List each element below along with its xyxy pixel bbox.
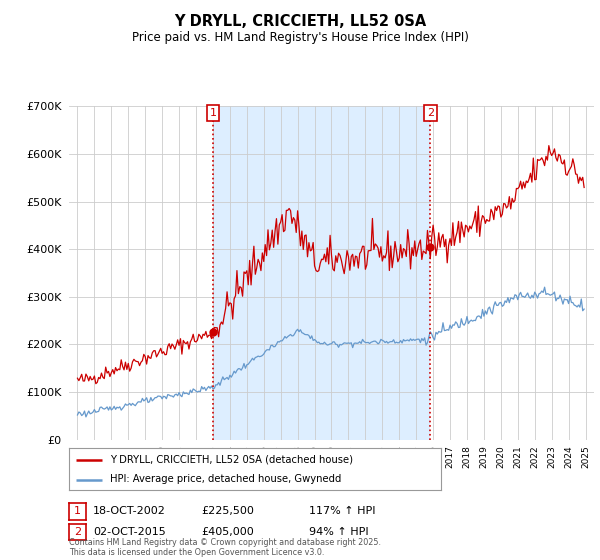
Text: 2: 2 <box>74 527 81 537</box>
Text: 94% ↑ HPI: 94% ↑ HPI <box>309 527 368 537</box>
Text: 18-OCT-2002: 18-OCT-2002 <box>93 506 166 516</box>
Text: Contains HM Land Registry data © Crown copyright and database right 2025.
This d: Contains HM Land Registry data © Crown c… <box>69 538 381 557</box>
Text: £405,000: £405,000 <box>201 527 254 537</box>
Text: Y DRYLL, CRICCIETH, LL52 0SA (detached house): Y DRYLL, CRICCIETH, LL52 0SA (detached h… <box>110 455 353 465</box>
Text: 1: 1 <box>74 506 81 516</box>
Text: 117% ↑ HPI: 117% ↑ HPI <box>309 506 376 516</box>
Text: HPI: Average price, detached house, Gwynedd: HPI: Average price, detached house, Gwyn… <box>110 474 341 484</box>
Text: Price paid vs. HM Land Registry's House Price Index (HPI): Price paid vs. HM Land Registry's House … <box>131 31 469 44</box>
Text: 1: 1 <box>209 108 217 118</box>
Text: Y DRYLL, CRICCIETH, LL52 0SA: Y DRYLL, CRICCIETH, LL52 0SA <box>174 14 426 29</box>
Text: 02-OCT-2015: 02-OCT-2015 <box>93 527 166 537</box>
Text: 2: 2 <box>427 108 434 118</box>
Text: £225,500: £225,500 <box>201 506 254 516</box>
Bar <box>213 106 430 440</box>
